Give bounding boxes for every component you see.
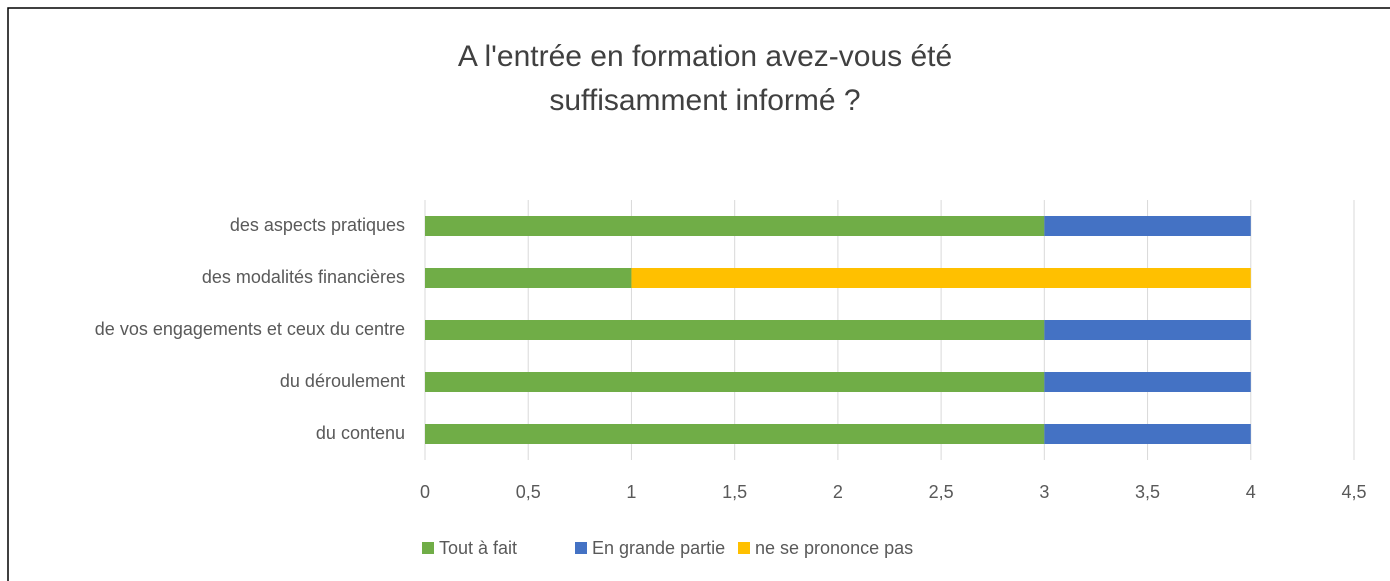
x-tick-label: 2,5	[929, 482, 954, 502]
y-tick-label: des aspects pratiques	[230, 215, 405, 235]
x-tick-label: 0,5	[516, 482, 541, 502]
x-tick-label: 3,5	[1135, 482, 1160, 502]
y-tick-label: de vos engagements et ceux du centre	[95, 319, 405, 339]
y-tick-label: du contenu	[316, 423, 405, 443]
bar-segment	[1044, 320, 1251, 340]
x-tick-label: 1	[626, 482, 636, 502]
y-tick-label: du déroulement	[280, 371, 405, 391]
bar-segment	[425, 424, 1045, 444]
x-tick-label: 2	[833, 482, 843, 502]
legend-label: En grande partie	[592, 538, 725, 558]
x-tick-label: 4	[1246, 482, 1256, 502]
bar-segment	[1044, 372, 1251, 392]
bar-segment	[631, 268, 1251, 288]
chart-title: A l'entrée en formation avez-vous été	[458, 40, 952, 73]
x-tick-label: 1,5	[722, 482, 747, 502]
x-tick-label: 0	[420, 482, 430, 502]
bar-segment	[425, 268, 632, 288]
bar-segment	[425, 320, 1045, 340]
bar-segment	[425, 372, 1045, 392]
legend-swatch	[422, 542, 434, 554]
bar-segment	[425, 216, 1045, 236]
legend-label: Tout à fait	[439, 538, 517, 558]
x-tick-label: 4,5	[1341, 482, 1366, 502]
chart-title: suffisamment informé ?	[549, 84, 860, 117]
legend-swatch	[738, 542, 750, 554]
chart-frame	[7, 7, 1390, 581]
bar-segment	[1044, 424, 1251, 444]
bar-segment	[1044, 216, 1251, 236]
x-tick-label: 3	[1039, 482, 1049, 502]
y-tick-label: des modalités financières	[202, 267, 405, 287]
legend-swatch	[575, 542, 587, 554]
legend-label: ne se prononce pas	[755, 538, 913, 558]
